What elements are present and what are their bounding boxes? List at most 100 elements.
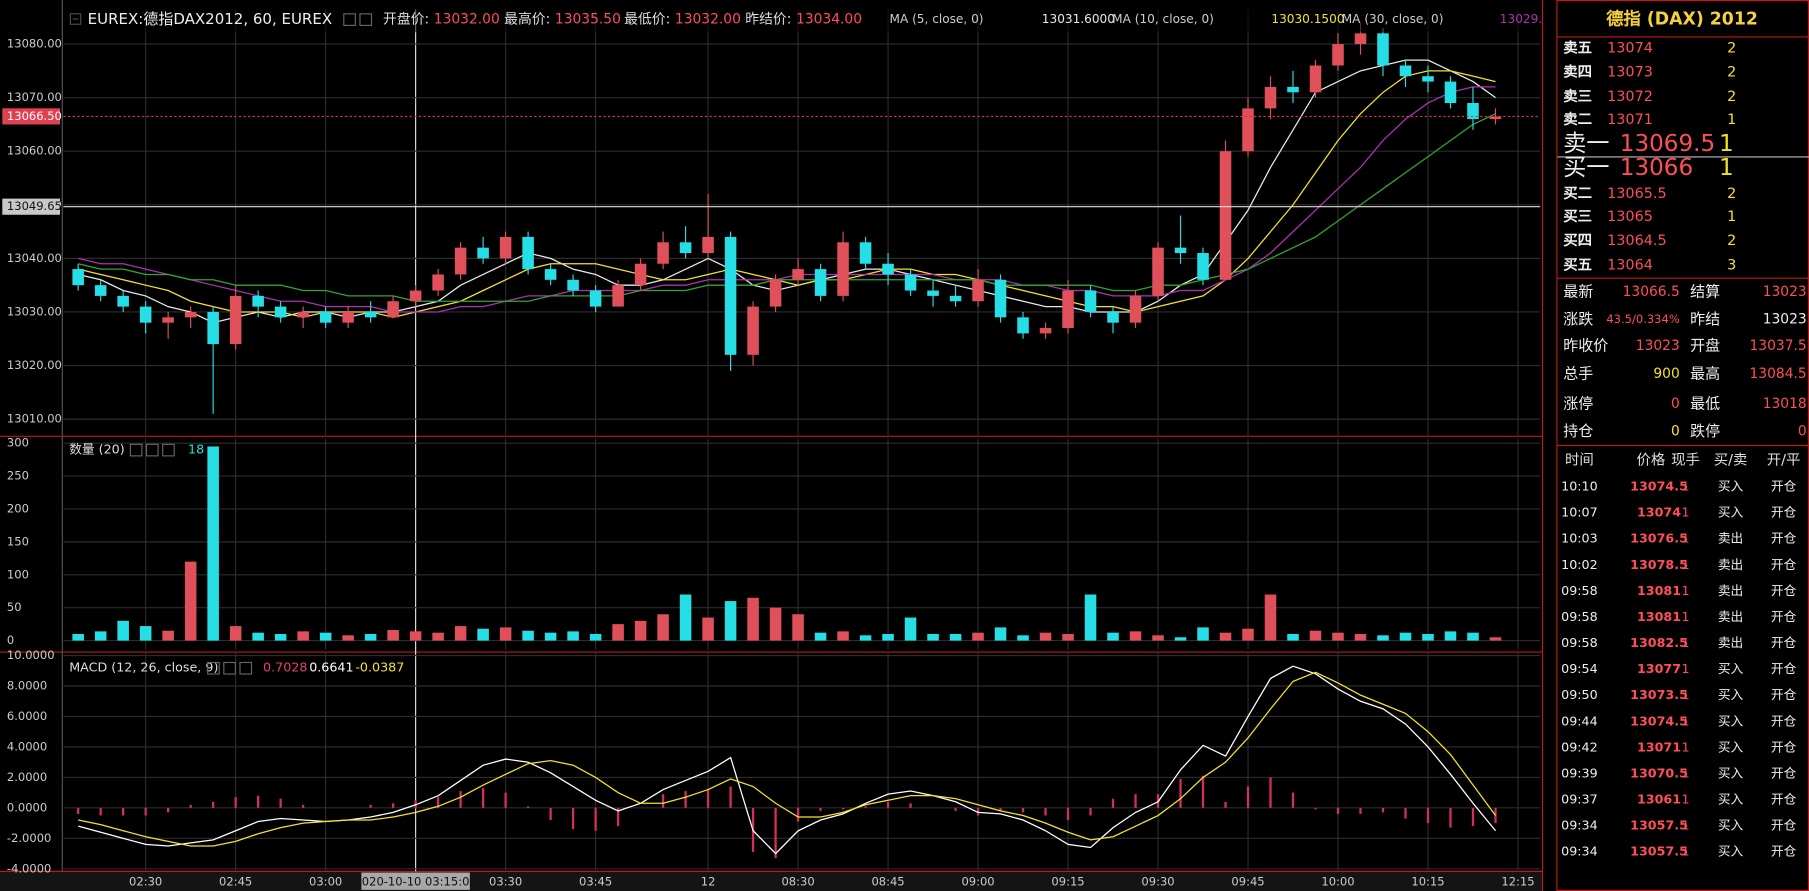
stat-label: 最低 [1690, 394, 1720, 412]
candle-body [702, 236, 714, 254]
y-tick-label: 13040.00 [7, 251, 62, 265]
trade-cell: 开仓 [1771, 661, 1797, 676]
volume-bar [72, 633, 84, 641]
book-qty: 2 [1727, 65, 1736, 81]
settings-icon[interactable] [359, 13, 373, 26]
book-price: 13066 [1620, 155, 1693, 181]
book-label: 买三 [1563, 208, 1592, 225]
trade-cell: 13076.5 [1630, 531, 1688, 546]
stat-value: 900 [1653, 366, 1679, 382]
volume-bar [139, 626, 152, 641]
trade-cell: 09:58 [1561, 635, 1598, 650]
y-tick-label: 150 [7, 534, 29, 548]
stat-label: 最高价: [504, 11, 550, 28]
candle-body [882, 263, 894, 275]
trade-cell: 买入 [1718, 792, 1744, 807]
volume-bar [1422, 633, 1434, 641]
volume-bar [409, 631, 422, 641]
stat-value: 13032.00 [675, 12, 741, 28]
volume-bar [994, 627, 1007, 641]
settings-icon[interactable] [223, 661, 236, 675]
y-tick-label: -4.0000 [7, 861, 51, 875]
book-qty: 1 [1727, 112, 1736, 128]
stat-label: 持仓 [1563, 422, 1593, 440]
book-label: 买五 [1563, 256, 1592, 273]
volume-bar [1242, 628, 1254, 641]
volume-bar [927, 633, 939, 641]
stat-label: 涨停 [1563, 394, 1593, 412]
trade-cell: 09:34 [1561, 818, 1598, 833]
settings-icon[interactable] [162, 443, 175, 457]
volume-bar [1174, 637, 1187, 641]
trade-cell: 开仓 [1771, 765, 1797, 780]
trade-cell: 1 [1682, 713, 1690, 728]
trade-cell: 13082.5 [1630, 635, 1688, 650]
volume-bar [1309, 630, 1322, 641]
stat-label: 开盘 [1690, 337, 1720, 355]
trade-cell: 1 [1682, 739, 1690, 754]
book-qty: 2 [1727, 186, 1736, 202]
trade-cell: 13081 [1637, 609, 1681, 624]
trade-cell: 买入 [1718, 765, 1744, 780]
trade-cell: 1 [1682, 844, 1690, 859]
volume-bar [229, 626, 242, 641]
trade-cell: 买入 [1718, 661, 1744, 676]
candle-body [252, 295, 264, 307]
volume-bar [1219, 632, 1232, 641]
stat-value: 13035.50 [555, 12, 621, 28]
y-tick-label: 250 [7, 469, 29, 483]
trade-cell: 买入 [1718, 479, 1744, 494]
candle-body [1399, 65, 1412, 77]
trade-cell: 13057.5 [1630, 844, 1688, 859]
candle-body [1354, 33, 1367, 45]
y-tick-label: 0.0000 [7, 800, 47, 814]
volume-bar [252, 632, 264, 641]
book-price: 13064.5 [1607, 233, 1667, 249]
macd-line [78, 671, 1497, 847]
settings-icon[interactable] [239, 661, 253, 675]
book-price: 13064 [1607, 257, 1653, 273]
trade-cell: 13071 [1637, 739, 1681, 754]
settings-icon[interactable] [343, 13, 356, 26]
candle-body [1039, 328, 1052, 334]
trade-cell: 1 [1682, 661, 1690, 676]
stat-value: 13023 [1763, 284, 1807, 300]
settings-icon[interactable] [145, 443, 159, 457]
y-tick-label: 0 [7, 633, 14, 647]
volume-bar [769, 607, 782, 641]
trade-cell: 开仓 [1771, 479, 1797, 494]
candle-body [1332, 44, 1344, 66]
trade-cell: 09:34 [1561, 844, 1598, 859]
trade-cell: 买入 [1718, 739, 1744, 754]
trade-cell: 开仓 [1771, 713, 1797, 728]
stat-label: 总手 [1563, 364, 1593, 382]
book-qty: 2 [1727, 40, 1736, 56]
volume-bar [184, 561, 197, 641]
book-price: 13069.5 [1620, 131, 1715, 157]
candle-body [679, 242, 692, 254]
volume-bar [612, 624, 624, 641]
candle-body [1377, 33, 1389, 66]
stat-label: 开盘价: [383, 11, 429, 28]
x-tick-label: 12 [701, 874, 716, 888]
volume-bar [1332, 632, 1344, 641]
x-tick-label: 02:30 [129, 874, 162, 888]
candle-body [342, 311, 354, 323]
volume-bar [904, 617, 917, 641]
column-header: 现手 [1671, 452, 1700, 469]
last-price-box [2, 108, 60, 125]
volume-bar [454, 626, 467, 641]
header-band [64, 6, 1541, 33]
volume-bar [1377, 635, 1389, 641]
settings-icon[interactable] [129, 443, 143, 457]
stat-value: 13023 [1763, 312, 1807, 328]
candle-body [117, 295, 129, 307]
trade-cell: 买入 [1718, 505, 1744, 520]
stat-value: 13018 [1763, 396, 1807, 412]
candle-body [432, 274, 444, 291]
trade-cell: 13074.5 [1630, 713, 1688, 728]
settings-icon[interactable] [207, 661, 220, 675]
trade-cell: 10:02 [1561, 557, 1598, 572]
column-header: 买/卖 [1714, 452, 1748, 469]
trade-cell: 09:50 [1561, 687, 1598, 702]
